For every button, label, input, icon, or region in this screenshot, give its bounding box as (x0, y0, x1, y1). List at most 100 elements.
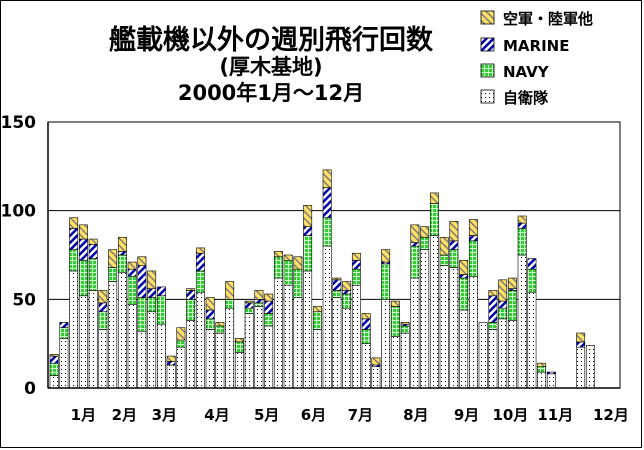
bar-other-week-44 (468, 219, 478, 236)
bar-navy-week-8 (117, 254, 127, 274)
bar-sdf-week-29 (322, 245, 332, 389)
chart-period: 2000年1月～12月 (178, 81, 364, 105)
y-tick-labels: 0 50 100 150 (1, 113, 37, 399)
bar-navy-week-4 (78, 260, 88, 297)
bar-other-week-40 (429, 192, 439, 204)
bar-marine-week-38 (410, 242, 420, 247)
bar-navy-week-21 (244, 307, 254, 314)
bar-navy-week-28 (312, 311, 322, 330)
bar-other-week-28 (312, 306, 322, 313)
x-tick-label-month-5: 5月 (254, 406, 279, 424)
bar-navy-week-36 (390, 306, 400, 337)
bar-navy-week-1 (49, 362, 59, 376)
bar-sdf-week-27 (303, 270, 313, 389)
legend-swatch-sdf (480, 89, 495, 104)
bar-other-week-31 (342, 281, 352, 291)
bar-other-week-29 (322, 169, 332, 188)
bar-sdf-week-36 (390, 336, 400, 389)
bar-sdf-week-56 (585, 345, 595, 389)
bar-navy-week-9 (127, 275, 137, 305)
bar-other-week-24 (273, 251, 283, 258)
bar-navy-week-26 (293, 268, 303, 298)
bar-other-week-30 (332, 277, 342, 281)
bar-navy-week-32 (351, 268, 361, 286)
bar-sdf-week-41 (439, 265, 449, 389)
bar-navy-week-44 (468, 240, 478, 277)
bar-marine-week-8 (117, 251, 127, 256)
bar-sdf-week-37 (400, 332, 410, 389)
bar-sdf-week-6 (98, 329, 108, 389)
bar-navy-week-3 (69, 249, 79, 272)
x-tick-label-month-4: 4月 (204, 406, 229, 424)
bar-navy-week-7 (108, 267, 118, 282)
bar-other-week-32 (351, 252, 361, 261)
bar-marine-week-29 (322, 187, 332, 219)
bar-other-week-6 (98, 290, 108, 304)
bar-marine-week-23 (264, 300, 274, 314)
bar-sdf-week-20 (234, 352, 244, 389)
bar-other-week-35 (381, 249, 391, 263)
bar-other-week-48 (507, 277, 517, 289)
bar-sdf-week-46 (488, 329, 498, 389)
bar-marine-week-5 (88, 244, 98, 259)
bar-navy-week-15 (186, 299, 196, 321)
bar-navy-week-39 (420, 236, 430, 250)
bar-other-week-49 (517, 215, 527, 224)
bar-other-week-10 (137, 256, 147, 266)
bar-other-week-37 (400, 322, 410, 325)
bar-marine-week-27 (303, 226, 313, 236)
bar-marine-week-22 (254, 299, 264, 304)
bars-group (49, 169, 595, 389)
y-tick-label: 150 (1, 113, 37, 133)
bar-sdf-week-22 (254, 306, 264, 389)
chart-title: 艦載機以外の週別飛行回数 (109, 24, 434, 56)
bar-marine-week-42 (449, 240, 459, 250)
bar-other-week-41 (439, 236, 449, 256)
bar-sdf-week-30 (332, 297, 342, 389)
bar-sdf-week-43 (459, 309, 469, 389)
legend: 空軍・陸軍他 MARINE NAVY 自衛隊 (480, 10, 593, 107)
bar-navy-week-27 (303, 235, 313, 272)
bar-marine-week-4 (78, 238, 88, 261)
bar-navy-week-12 (156, 295, 166, 325)
bar-sdf-week-31 (342, 307, 352, 389)
bar-other-week-15 (186, 288, 196, 291)
bar-navy-week-48 (507, 290, 517, 321)
x-tick-label-month-9: 9月 (454, 406, 479, 424)
bar-marine-week-52 (546, 371, 556, 375)
bar-other-week-14 (176, 327, 186, 341)
bar-other-week-46 (488, 290, 498, 297)
bar-other-week-36 (390, 300, 400, 307)
bar-navy-week-16 (195, 270, 205, 293)
bar-sdf-week-18 (215, 332, 225, 389)
bar-sdf-week-12 (156, 323, 166, 389)
bar-sdf-week-47 (498, 318, 508, 389)
bar-sdf-week-34 (371, 366, 381, 389)
bar-other-week-38 (410, 224, 420, 243)
legend-swatch-navy (480, 63, 495, 78)
bar-sdf-week-19 (225, 307, 235, 389)
bar-sdf-week-48 (507, 320, 517, 389)
x-tick-label-month-1: 1月 (71, 406, 96, 424)
bar-sdf-week-33 (361, 343, 371, 389)
bar-marine-week-44 (468, 235, 478, 242)
bar-sdf-week-5 (88, 290, 98, 389)
bar-navy-week-42 (449, 249, 459, 268)
legend-swatch-marine (480, 37, 495, 52)
x-tick-label-month-11: 11月 (537, 406, 573, 424)
bar-marine-week-10 (137, 265, 147, 298)
bar-navy-week-11 (147, 297, 157, 313)
bar-other-week-43 (459, 260, 469, 275)
bar-other-week-26 (293, 256, 303, 270)
bar-other-week-8 (117, 236, 127, 252)
bar-other-week-13 (166, 355, 176, 362)
bar-marine-week-43 (459, 274, 469, 279)
bar-other-week-3 (69, 217, 79, 229)
bar-sdf-week-16 (195, 291, 205, 389)
x-tick-label-month-2: 2月 (112, 406, 137, 424)
bar-sdf-week-35 (381, 299, 391, 389)
bar-navy-week-23 (264, 313, 274, 327)
bar-sdf-week-3 (69, 270, 79, 389)
